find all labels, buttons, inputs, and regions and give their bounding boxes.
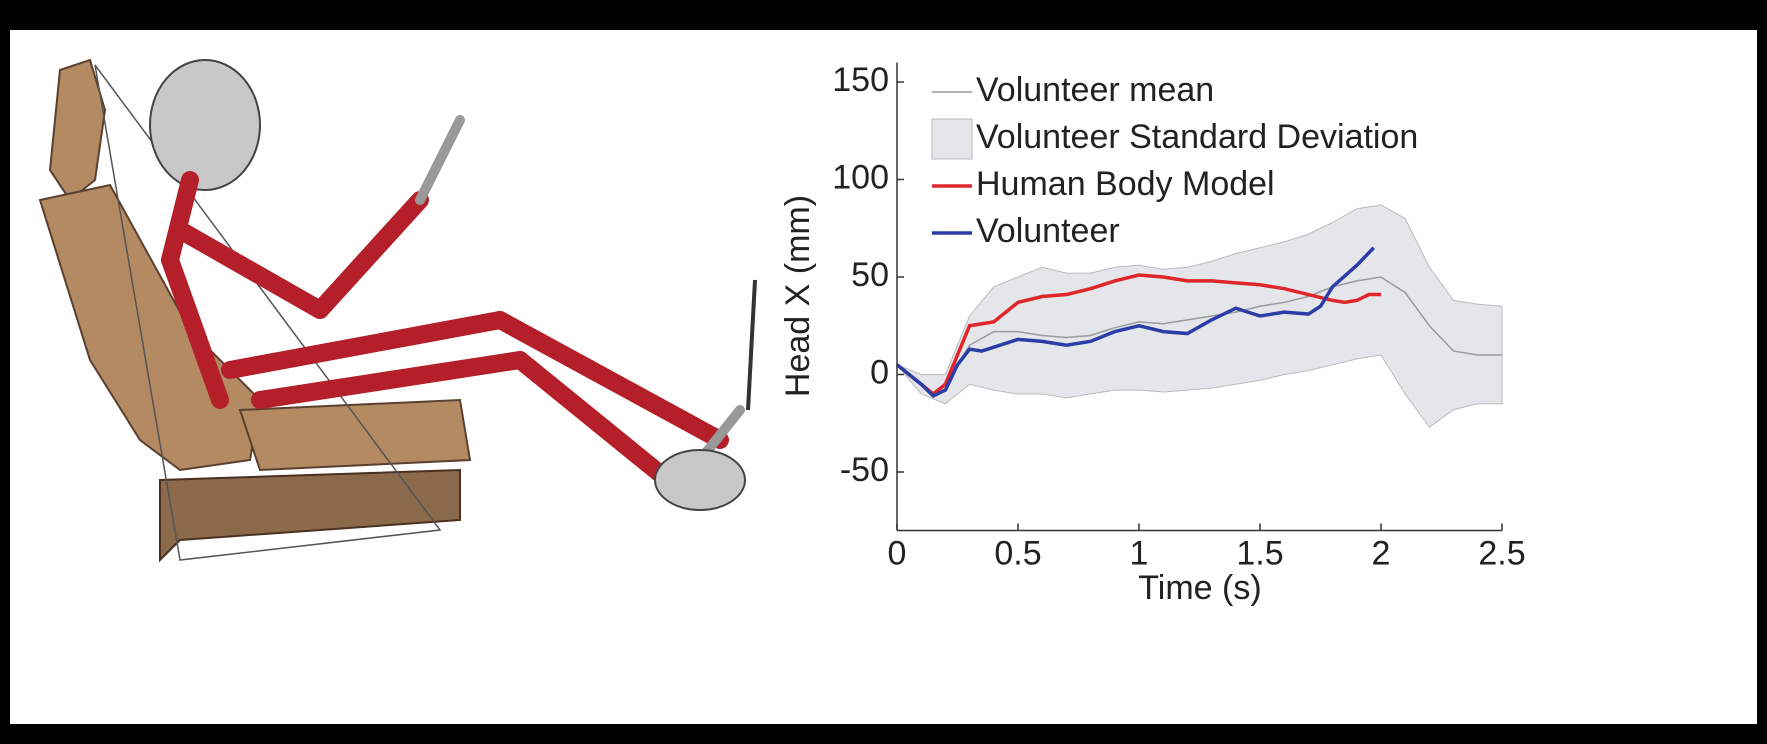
y-tick-label: 50 xyxy=(851,256,889,294)
legend-label: Volunteer mean xyxy=(976,71,1214,109)
x-tick-label: 0.5 xyxy=(994,534,1041,572)
x-tick-label: 0 xyxy=(888,534,907,572)
legend-label: Volunteer Standard Deviation xyxy=(976,118,1418,156)
y-tick-label: 0 xyxy=(870,353,889,391)
figure: Time (s) Head X (mm) -50 0 50 100 150 0 0.5 1 1.… xyxy=(0,0,1767,744)
x-tick-label: 2.5 xyxy=(1478,534,1525,572)
x-tick-label: 1 xyxy=(1130,534,1149,572)
y-tick-label: 100 xyxy=(832,158,889,196)
legend-label: Human Body Model xyxy=(976,165,1275,203)
x-tick-label: 1.5 xyxy=(1236,534,1283,572)
legend-label: Volunteer xyxy=(976,212,1120,250)
y-axis-label: Head X (mm) xyxy=(779,195,817,397)
legend-swatch xyxy=(932,119,972,159)
y-tick-label: 150 xyxy=(832,61,889,99)
x-axis-label: Time (s) xyxy=(1138,569,1261,607)
y-tick-label: -50 xyxy=(840,451,889,489)
x-tick-label: 2 xyxy=(1372,534,1391,572)
